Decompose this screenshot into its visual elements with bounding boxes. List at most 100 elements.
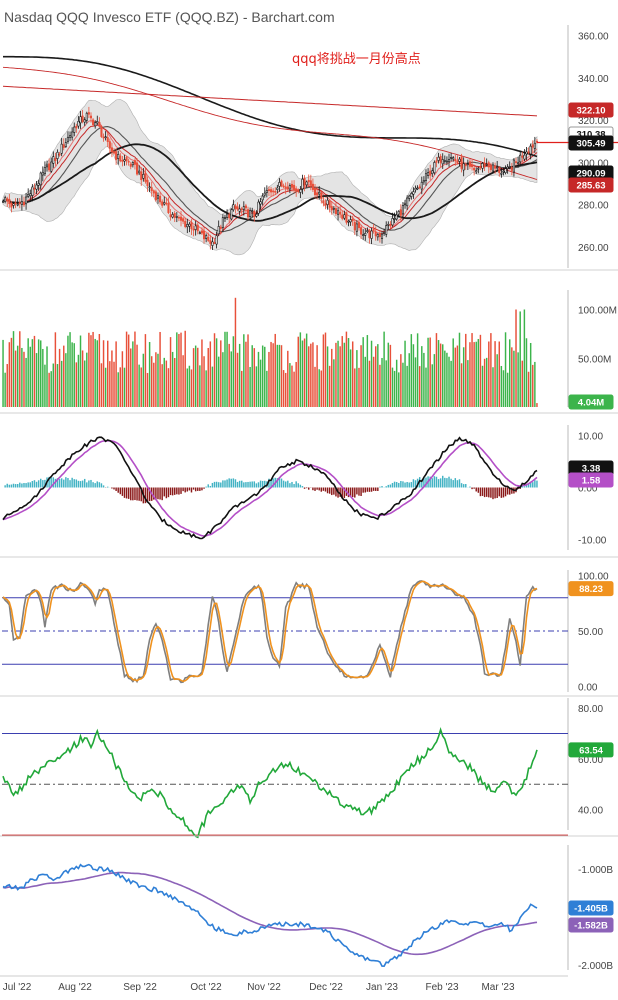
volume-bar (234, 297, 237, 407)
macd-histogram-bar (473, 487, 475, 489)
candle-body (439, 155, 442, 163)
macd-histogram-bar (192, 487, 195, 490)
candle-body (408, 195, 411, 199)
candle-body (299, 189, 302, 193)
candle-body (257, 201, 260, 214)
candle-body (182, 218, 185, 222)
candle-body (192, 228, 195, 231)
macd-histogram-bar (65, 477, 67, 488)
candle-body (487, 162, 490, 168)
candle-body (259, 201, 262, 205)
candle-body (313, 187, 317, 196)
volume-bar (278, 344, 281, 407)
value-badge (568, 917, 614, 933)
candle-body (29, 193, 32, 197)
candle-body (496, 166, 499, 169)
volume-bar (354, 368, 356, 407)
volume-bar (439, 343, 442, 407)
macd-histogram-bar (485, 487, 488, 497)
macd-histogram-bar (42, 480, 44, 488)
candle-body (355, 223, 358, 232)
macd-histogram-bar (241, 480, 243, 488)
candle-body (328, 200, 331, 208)
volume-bar (125, 331, 128, 407)
macd-histogram-bar (372, 487, 375, 491)
volume-bar (360, 345, 362, 407)
candle-body (2, 200, 5, 203)
macd-histogram-bar (255, 483, 258, 488)
macd-histogram-bar (37, 480, 40, 488)
macd-histogram-bar (4, 485, 6, 488)
volume-bar (506, 372, 509, 407)
volume-bar (295, 361, 297, 407)
macd-histogram-bar (19, 482, 21, 488)
macd-histogram-bar (111, 487, 113, 489)
candle-body (295, 188, 298, 192)
candle-body (104, 136, 107, 139)
volume-bar (35, 353, 38, 407)
volume-bar (431, 364, 433, 407)
volume-bar (188, 365, 191, 407)
volume-bar (500, 365, 503, 407)
volume-bar (389, 344, 392, 407)
volume-bar (345, 331, 348, 407)
candle-body (477, 167, 480, 170)
candle-body (240, 208, 243, 211)
volume-bar (58, 348, 61, 407)
value-badge (568, 742, 614, 758)
candle-body (167, 203, 170, 213)
candle-body (73, 126, 76, 133)
volume-bar (176, 332, 178, 407)
volume-bar (477, 338, 480, 407)
macd-histogram-bar (379, 486, 381, 488)
candle-body (437, 156, 440, 161)
candle-body (498, 168, 501, 173)
volume-bar (50, 371, 52, 407)
candle-body (10, 202, 13, 208)
volume-bar (356, 350, 358, 407)
macd-histogram-bar (471, 487, 473, 490)
macd-histogram-bar (506, 487, 509, 495)
volume-bar (272, 343, 274, 407)
candle-body (362, 234, 365, 236)
macd-histogram-bar (318, 487, 320, 491)
candle-body (85, 112, 88, 121)
macd-histogram-bar (161, 487, 163, 501)
macd-histogram-bar (421, 479, 423, 488)
volume-bar (536, 403, 538, 407)
volume-bar (268, 351, 270, 407)
candle-body (25, 196, 28, 205)
volume-bar (291, 365, 293, 407)
candle-body (77, 121, 80, 127)
candle-body (374, 231, 377, 237)
candle-body (383, 231, 386, 234)
volume-bar (14, 350, 17, 407)
value-badge-label: 1.58 (582, 476, 601, 487)
volume-bar (121, 351, 124, 407)
volume-bar (527, 371, 530, 407)
volume-bar (310, 343, 312, 407)
macd-histogram-bar (272, 478, 274, 488)
macd-histogram-bar (475, 487, 477, 492)
candle-body (489, 165, 492, 170)
volume-bar (96, 340, 98, 407)
candle-body (270, 189, 273, 193)
volume-bar (483, 358, 486, 407)
candle-body (213, 242, 216, 244)
macd-histogram-bar (176, 487, 178, 495)
candle-body (89, 115, 93, 119)
macd-histogram-bar (282, 480, 285, 488)
volume-bar (67, 335, 69, 407)
candle-body (443, 160, 446, 162)
volume-bar (215, 338, 218, 407)
value-badge-label: 88.23 (579, 584, 603, 595)
candle-body (521, 155, 524, 158)
volume-bar (119, 367, 122, 407)
macd-histogram-bar (174, 487, 176, 495)
macd-histogram-bar (404, 482, 406, 488)
volume-bar (174, 357, 176, 407)
y-tick-label: 300.00 (578, 158, 609, 169)
volume-bar (65, 353, 67, 407)
macd-histogram-bar (33, 480, 36, 488)
candle-body (445, 160, 448, 163)
